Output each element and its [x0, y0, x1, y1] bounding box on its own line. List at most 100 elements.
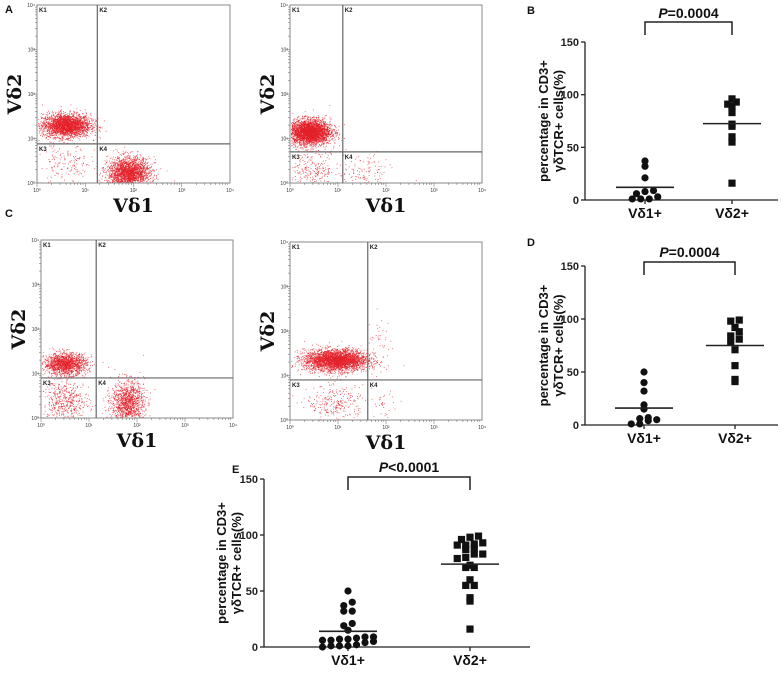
event-dot: [116, 159, 118, 161]
event-dot: [78, 171, 80, 172]
event-dot: [138, 174, 140, 176]
event-dot: [63, 125, 65, 127]
event-dot: [113, 156, 114, 158]
event-dot: [145, 173, 147, 175]
event-dot: [46, 131, 48, 132]
event-dot: [41, 127, 43, 129]
event-dot: [74, 132, 76, 134]
event-dot: [146, 175, 147, 177]
event-dot: [70, 130, 72, 132]
event-dot: [55, 125, 57, 127]
event-dot: [49, 125, 51, 127]
event-dot: [116, 166, 118, 168]
event-dot: [128, 168, 130, 170]
event-dot: [91, 122, 93, 124]
event-dot: [83, 130, 84, 132]
event-dot: [126, 170, 128, 172]
event-dot: [82, 169, 84, 171]
event-dot: [54, 118, 56, 120]
event-dot: [144, 158, 146, 159]
event-dot: [72, 131, 74, 133]
event-dot: [57, 123, 59, 125]
event-dot: [77, 132, 79, 134]
event-dot: [130, 162, 132, 163]
event-dot: [111, 161, 113, 163]
event-dot: [116, 162, 118, 164]
event-dot: [146, 169, 148, 171]
event-dot: [133, 162, 135, 164]
event-dot: [69, 130, 71, 132]
event-dot: [117, 181, 118, 182]
event-dot: [70, 132, 72, 134]
event-dot: [99, 180, 101, 182]
event-dot: [120, 174, 121, 176]
event-dot: [134, 179, 135, 181]
event-dot: [138, 172, 140, 173]
event-dot: [53, 146, 54, 148]
event-dot: [67, 121, 69, 123]
event-dot: [116, 168, 117, 169]
event-dot: [142, 176, 144, 178]
event-dot: [130, 158, 132, 160]
event-dot: [125, 172, 127, 173]
event-dot: [134, 165, 135, 167]
panel-label-c: C: [5, 208, 13, 220]
event-dot: [86, 137, 87, 139]
event-dot: [121, 153, 123, 155]
event-dot: [136, 175, 138, 177]
event-dot: [39, 127, 41, 129]
event-dot: [76, 111, 78, 113]
event-dot: [129, 156, 131, 158]
event-dots: [291, 105, 417, 183]
event-dot: [124, 177, 126, 179]
event-dot: [126, 172, 127, 174]
event-dot: [131, 174, 132, 176]
event-dot: [101, 178, 103, 180]
event-dot: [59, 119, 61, 121]
event-dot: [118, 177, 119, 179]
event-dot: [118, 156, 120, 158]
event-dot: [125, 161, 127, 163]
event-dot: [152, 176, 154, 178]
event-dot: [112, 177, 114, 179]
event-dot: [293, 139, 294, 141]
event-dot: [66, 133, 68, 135]
event-dot: [43, 123, 45, 125]
event-dot: [62, 134, 64, 136]
event-dot: [40, 127, 42, 129]
event-dot: [61, 133, 63, 135]
event-dot: [49, 125, 51, 126]
event-dot: [125, 165, 127, 167]
event-dot: [57, 122, 59, 124]
event-dot: [134, 156, 136, 158]
event-dot: [54, 135, 56, 137]
event-dot: [125, 181, 127, 183]
event-dot: [130, 181, 132, 182]
event-dot: [74, 122, 76, 124]
event-dot: [44, 125, 46, 127]
event-dot: [147, 172, 149, 174]
event-dot: [39, 122, 41, 124]
event-dot: [83, 129, 85, 130]
event-dot: [129, 171, 130, 173]
event-dot: [79, 157, 81, 158]
event-dot: [130, 151, 132, 153]
event-dot: [129, 155, 131, 156]
event-dot: [82, 136, 84, 137]
event-dot: [132, 161, 133, 163]
event-dot: [69, 121, 71, 123]
event-dot: [105, 163, 107, 165]
event-dot: [80, 148, 81, 150]
event-dot: [60, 153, 62, 155]
event-dot: [61, 168, 63, 170]
event-dot: [143, 177, 145, 178]
event-dot: [104, 163, 106, 165]
event-dot: [145, 160, 146, 162]
event-dot: [148, 168, 150, 170]
event-dot: [130, 168, 132, 169]
event-dot: [61, 116, 63, 118]
event-dot: [133, 172, 135, 174]
event-dot: [60, 129, 62, 131]
event-dot: [84, 127, 86, 129]
event-dot: [81, 123, 83, 124]
